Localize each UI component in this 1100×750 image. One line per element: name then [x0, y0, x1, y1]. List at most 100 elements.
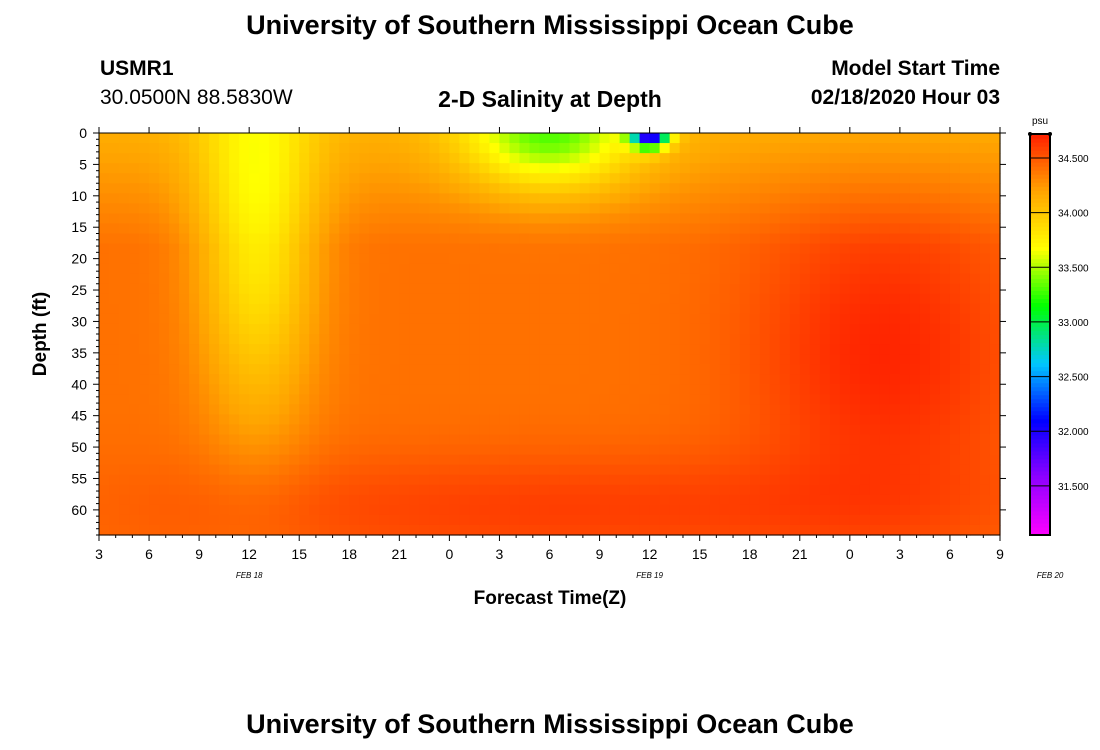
heatmap-cell: [149, 454, 160, 466]
heatmap-cell: [689, 173, 701, 184]
heatmap-cell: [719, 524, 731, 536]
heatmap-cell: [539, 203, 551, 214]
heatmap-cell: [469, 133, 481, 144]
heatmap-cell: [299, 484, 310, 496]
heatmap-cell: [989, 243, 1001, 255]
heatmap-cell: [779, 293, 791, 305]
heatmap-cell: [189, 514, 200, 526]
heatmap-cell: [839, 374, 851, 385]
heatmap-cell: [589, 494, 601, 506]
heatmap-cell: [399, 354, 410, 365]
heatmap-cell: [179, 374, 190, 385]
heatmap-cell: [609, 344, 621, 355]
heatmap-cell: [279, 143, 290, 154]
heatmap-cell: [799, 364, 811, 375]
heatmap-cell: [279, 183, 290, 194]
heatmap-cell: [579, 344, 591, 355]
heatmap-cell: [229, 454, 240, 466]
heatmap-cell: [849, 193, 861, 204]
heatmap-cell: [949, 444, 961, 456]
heatmap-cell: [719, 283, 731, 295]
heatmap-cell: [499, 253, 511, 265]
heatmap-cell: [799, 293, 811, 305]
heatmap-cell: [879, 223, 891, 235]
heatmap-cell: [969, 203, 981, 214]
heatmap-cell: [689, 464, 701, 476]
heatmap-cell: [349, 444, 360, 456]
heatmap-cell: [649, 384, 661, 395]
heatmap-cell: [759, 133, 771, 144]
heatmap-cell: [189, 223, 200, 235]
heatmap-cell: [589, 313, 601, 325]
heatmap-cell: [809, 484, 821, 496]
heatmap-cell: [559, 213, 571, 225]
heatmap-cell: [559, 484, 571, 496]
heatmap-cell: [149, 303, 160, 315]
heatmap-cell: [899, 434, 911, 446]
heatmap-cell: [889, 153, 901, 164]
heatmap-cell: [839, 193, 851, 204]
heatmap-cell: [569, 183, 581, 194]
heatmap-cell: [359, 414, 370, 426]
heatmap-cell: [179, 334, 190, 345]
heatmap-cell: [529, 163, 541, 174]
heatmap-cell: [399, 524, 410, 536]
heatmap-cell: [819, 424, 831, 436]
heatmap-cell: [489, 414, 501, 426]
heatmap-cell: [509, 364, 521, 375]
heatmap-cell: [849, 444, 861, 456]
heatmap-cell: [979, 394, 991, 405]
heatmap-cell: [619, 133, 631, 144]
heatmap-cell: [899, 424, 911, 436]
heatmap-cell: [699, 364, 711, 375]
heatmap-cell: [719, 253, 731, 265]
heatmap-cell: [419, 424, 430, 436]
heatmap-cell: [799, 323, 811, 335]
heatmap-cell: [399, 193, 410, 204]
heatmap-cell: [579, 334, 591, 345]
heatmap-cell: [259, 133, 270, 144]
heatmap-cell: [749, 494, 761, 506]
heatmap-cell: [219, 364, 230, 375]
heatmap-cell: [849, 354, 861, 365]
heatmap-cell: [249, 183, 260, 194]
heatmap-cell: [819, 464, 831, 476]
heatmap-cell: [249, 384, 260, 395]
heatmap-cell: [439, 153, 450, 164]
heatmap-cell: [259, 243, 270, 255]
heatmap-cell: [889, 213, 901, 225]
heatmap-cell: [749, 313, 761, 325]
heatmap-cell: [729, 334, 741, 345]
colorbar-segment: [1030, 410, 1050, 416]
heatmap-cell: [459, 464, 471, 476]
heatmap-cell: [399, 494, 410, 506]
heatmap-cell: [569, 424, 581, 436]
heatmap-cell: [899, 404, 911, 415]
heatmap-cell: [419, 213, 430, 225]
heatmap-cell: [179, 253, 190, 265]
colorbar-segment: [1030, 150, 1050, 155]
heatmap-cell: [169, 444, 180, 456]
heatmap-cell: [859, 414, 871, 426]
heatmap-cell: [759, 143, 771, 154]
heatmap-cell: [889, 434, 901, 446]
heatmap-cell: [339, 223, 350, 235]
heatmap-cell: [899, 504, 911, 516]
heatmap-cell: [989, 414, 1001, 426]
heatmap-cell: [309, 163, 320, 174]
heatmap-cell: [369, 334, 380, 345]
heatmap-cell: [429, 273, 440, 285]
heatmap-cell: [829, 504, 841, 516]
heatmap-cell: [479, 223, 491, 235]
heatmap-cell: [939, 263, 951, 275]
heatmap-cell: [469, 283, 481, 295]
heatmap-cell: [939, 273, 951, 285]
heatmap-cell: [939, 334, 951, 345]
heatmap-cell: [629, 464, 641, 476]
heatmap-cell: [279, 334, 290, 345]
heatmap-cell: [619, 404, 631, 415]
heatmap-cell: [989, 364, 1001, 375]
heatmap-cell: [439, 293, 450, 305]
heatmap-cell: [689, 354, 701, 365]
heatmap-cell: [259, 514, 270, 526]
